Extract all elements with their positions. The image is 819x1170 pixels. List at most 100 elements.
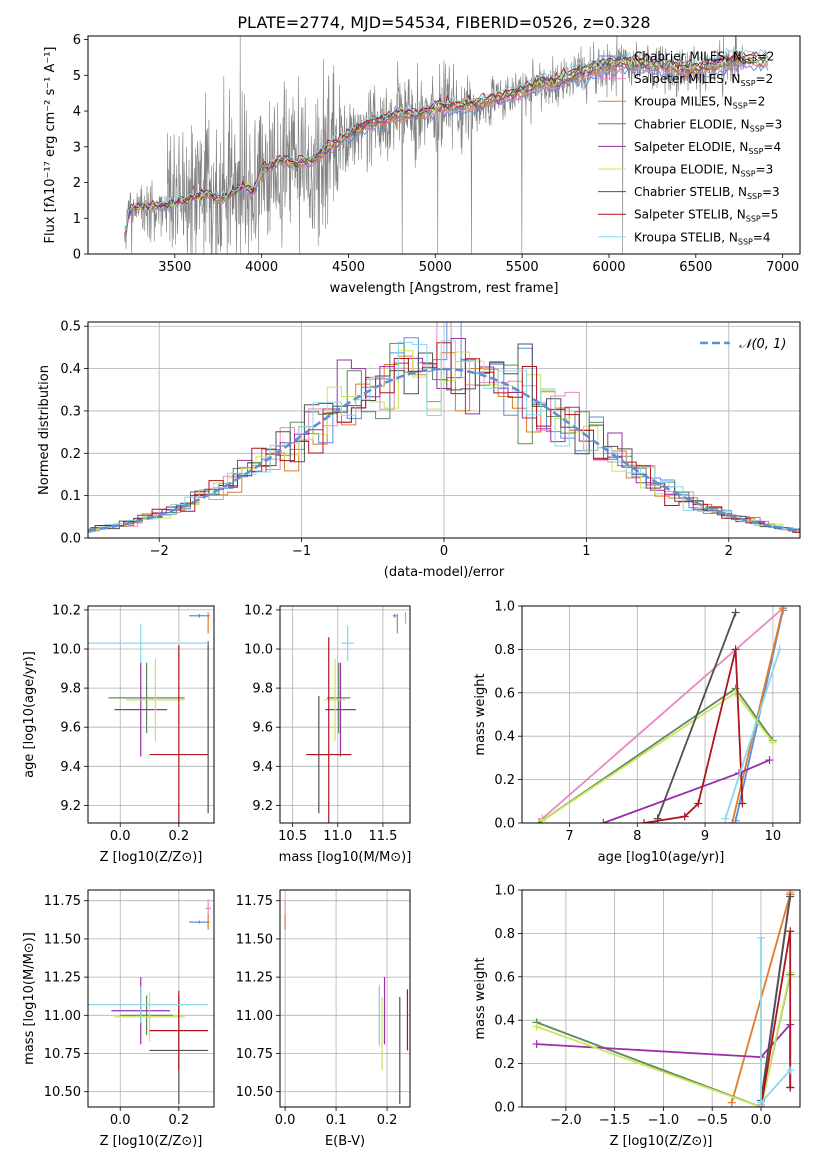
x-axis-label: Z [log10(Z/Z⊙)] [100, 1134, 203, 1149]
x-tick-label: 0.1 [326, 1113, 347, 1128]
x-axis-label: wavelength [Angstrom, rest frame] [330, 281, 559, 296]
weight-marker [756, 1098, 765, 1107]
weight-marker [756, 933, 765, 942]
x-tick-label: −1 [292, 544, 311, 559]
x-tick-label: 6000 [592, 260, 625, 275]
plot-area-mass-vs-ebv [284, 899, 409, 1104]
weight-marker [680, 812, 689, 821]
y-axis-label: mass [log10(M/M⊙)] [22, 932, 37, 1065]
y-tick-label: 11.25 [44, 971, 81, 986]
weight-marker [786, 927, 795, 936]
y-tick-label: 11.50 [236, 932, 273, 947]
y-tick-label: 10.75 [236, 1047, 273, 1062]
y-tick-label: 0.2 [494, 1057, 515, 1072]
y-tick-label: 9.8 [252, 682, 273, 697]
weight-marker [786, 892, 795, 901]
weight-marker [731, 645, 740, 654]
errorbar-7 [149, 990, 209, 1071]
spectrum-model-line-2 [125, 60, 769, 236]
x-tick-label: 3500 [158, 260, 191, 275]
y-tick-label: 0.4 [494, 1014, 515, 1029]
y-axis-label: Flux [fλ10⁻¹⁷ erg cm⁻² s⁻¹ A⁻¹] [43, 47, 58, 244]
y-tick-label: 9.8 [60, 682, 81, 697]
spectrum-model-line-7 [125, 51, 769, 228]
legend-normal-label: 𝒩(0, 1) [739, 337, 786, 352]
x-tick-label: 9 [701, 829, 709, 844]
y-tick-label: 0 [73, 248, 81, 263]
x-axis-label: (data-model)/error [384, 565, 505, 580]
weight-line-7 [760, 931, 792, 1107]
y-tick-label: 10.75 [44, 1047, 81, 1062]
weight-line-6 [656, 612, 737, 820]
x-tick-label: 7 [565, 829, 573, 844]
y-tick-label: 9.6 [60, 721, 81, 736]
errorbar-7 [306, 637, 352, 823]
weight-marker [738, 799, 747, 808]
y-tick-label: 9.4 [252, 760, 273, 775]
histogram-step-0 [88, 322, 800, 533]
legend-label-5: Kroupa ELODIE, NSSP=3 [634, 163, 773, 179]
x-tick-label: 1 [582, 544, 590, 559]
y-tick-label: 1.0 [494, 600, 515, 615]
panel-residuals: −2 −1 0 1 2 0.0 0.1 0.2 0.3 0.4 0.5 (data-model)/er… [37, 320, 801, 580]
y-tick-label: 0.0 [494, 817, 515, 832]
legend-label-0: Chabrier MILES, NSSP=2 [634, 50, 774, 66]
plot-area-weight-vs-Z [532, 890, 795, 1107]
errorbar-7 [149, 645, 209, 823]
x-tick-label: 7000 [766, 260, 799, 275]
weight-marker [786, 1066, 795, 1075]
panel-mass-vs-Z: 0.0 0.2 10.50 10.75 11.00 11.25 11.50 11.75 Z [l… [22, 889, 215, 1149]
weight-marker [599, 819, 608, 823]
x-tick-label: 10.5 [278, 829, 307, 844]
weight-marker [721, 814, 730, 823]
y-tick-label: 4 [73, 105, 81, 120]
y-tick-label: 0.8 [494, 643, 515, 658]
y-tick-label: 11.00 [236, 1009, 273, 1024]
panel-age-vs-mass: 10.5 11.0 11.5 9.2 9.4 9.6 9.8 10.0 10.2 mass [lo… [244, 603, 411, 865]
plot-area-residuals [88, 322, 800, 533]
weight-marker [727, 1098, 736, 1107]
errorbar-5 [324, 658, 346, 741]
weight-line-6 [760, 896, 792, 1101]
y-axis-label: mass weight [473, 957, 488, 1039]
y-tick-label: 1 [73, 212, 81, 227]
y-tick-label: 10.2 [52, 603, 81, 618]
x-tick-label: 8 [633, 829, 641, 844]
x-tick-label: 0.0 [751, 1113, 772, 1128]
x-axis-label: E(B-V) [325, 1134, 365, 1149]
panel-mass-vs-ebv: 0.0 0.1 0.2 10.50 10.75 11.00 11.25 11.50 11.75 E… [236, 889, 411, 1149]
legend-label-7: Salpeter STELIB, NSSP=5 [634, 208, 778, 224]
plot-area-mass-vs-Z [88, 899, 212, 1104]
errorbar-3 [120, 995, 173, 1036]
histogram-step-8 [88, 340, 800, 531]
legend-label-2: Kroupa MILES, NSSP=2 [634, 95, 765, 111]
panel-weight-vs-Z: −2.0 −1.5 −1.0 −0.5 0.0 0.0 0.2 0.4 0.6 0.8 1.0 Z [… [473, 884, 801, 1149]
x-tick-label: 0.0 [110, 1113, 131, 1128]
errorbar-5 [114, 992, 185, 1042]
x-tick-label: 6500 [679, 260, 712, 275]
panel-spectrum: 3500 4000 4500 5000 5500 6000 6500 7000 0 1 2 3 4 5 6 w… [43, 33, 801, 296]
y-tick-label: 0.0 [494, 1101, 515, 1116]
x-tick-label: 0 [440, 544, 448, 559]
histogram-step-1 [88, 322, 800, 533]
weight-marker [532, 1022, 541, 1031]
y-tick-label: 5 [73, 69, 81, 84]
axes-frame [87, 605, 215, 824]
x-tick-label: 4000 [245, 260, 278, 275]
y-tick-label: 10.0 [52, 643, 81, 658]
x-tick-label: 0.0 [110, 829, 131, 844]
errorbar-4 [114, 662, 168, 757]
y-tick-label: 10.2 [244, 603, 273, 618]
x-axis-label: age [log10(age/yr)] [598, 850, 725, 865]
y-tick-label: 11.00 [44, 1009, 81, 1024]
x-tick-label: 11.0 [323, 829, 352, 844]
y-tick-label: 0.8 [494, 927, 515, 942]
y-tick-label: 10.50 [44, 1085, 81, 1100]
x-tick-label: −0.5 [696, 1113, 728, 1128]
y-tick-label: 0.2 [494, 773, 515, 788]
y-tick-label: 0.5 [60, 320, 81, 335]
y-tick-label: 0.6 [494, 970, 515, 985]
errorbar-4 [325, 662, 356, 757]
panel-age-vs-Z: 0.0 0.2 9.2 9.4 9.6 9.8 10.0 10.2 Z [log10(Z/Z⊙)… [22, 603, 215, 865]
x-tick-label: 0.2 [377, 1113, 398, 1128]
